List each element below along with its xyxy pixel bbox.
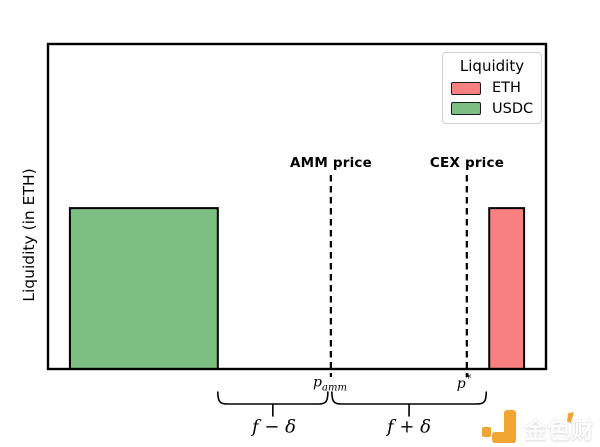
eth-color-swatch [451, 81, 481, 95]
p-star-base: p [456, 375, 466, 392]
usdc-color-swatch [451, 102, 481, 116]
legend-label-usdc: USDC [492, 100, 534, 117]
interval-label-f-minus-delta: f − δ [251, 416, 297, 438]
legend-item-usdc: USDC [451, 100, 534, 117]
legend: Liquidity ETH USDC [442, 52, 542, 124]
interval-label-f-plus-delta: f + δ [386, 416, 432, 438]
usdc-bar [68, 207, 219, 370]
x-tick-p-star: p* [457, 372, 471, 392]
underbrace-f-plus-delta [331, 391, 488, 417]
watermark-accent-icon [567, 412, 574, 423]
y-axis-label: Liquidity (in ETH) [20, 168, 38, 302]
p-amm-base: p [313, 374, 323, 391]
p-star-superscript: * [465, 372, 472, 386]
jinse-logo-icon [482, 410, 516, 443]
plot-frame [46, 42, 548, 371]
jinse-finance-watermark: 金色财经 [524, 418, 595, 444]
legend-item-eth: ETH [451, 81, 533, 96]
amm-price-annotation: AMM price [290, 155, 372, 171]
legend-label-eth: ETH [492, 80, 521, 96]
underbrace-f-minus-delta [217, 391, 329, 417]
cex-price-annotation: CEX price [429, 155, 505, 171]
legend-title: Liquidity [459, 57, 525, 75]
p-amm-subscript: amm [322, 382, 347, 394]
x-tick-p-amm: pamm [313, 375, 347, 394]
eth-bar [488, 207, 526, 370]
